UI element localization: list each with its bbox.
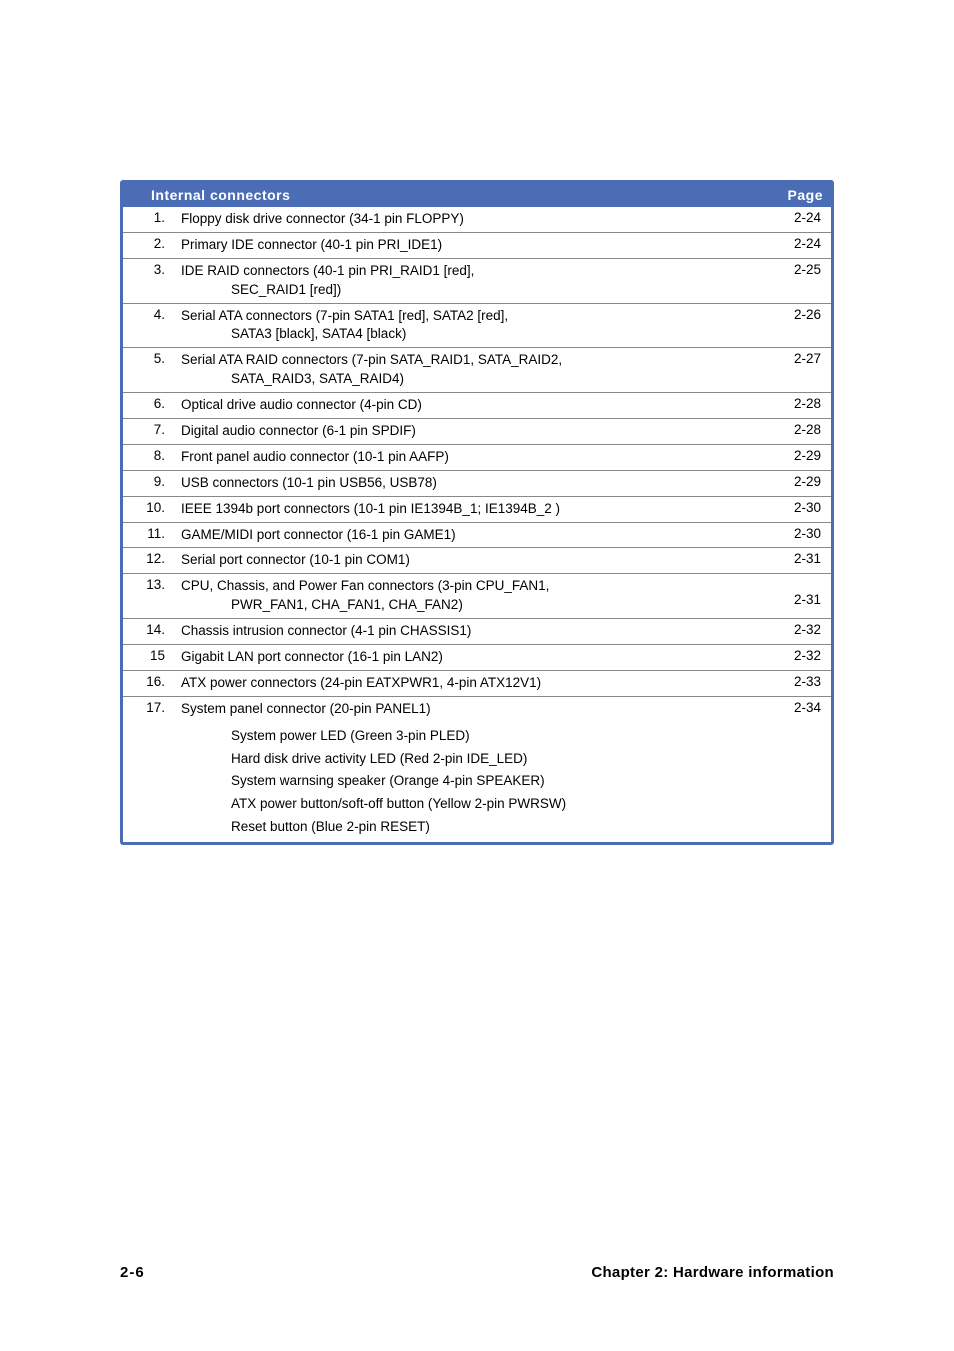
row-number: 3. xyxy=(123,262,181,277)
row-number: 10. xyxy=(123,500,181,515)
row-page: 2-24 xyxy=(771,236,825,251)
table-row: 8.Front panel audio connector (10-1 pin … xyxy=(123,445,831,471)
table-row: 2.Primary IDE connector (40-1 pin PRI_ID… xyxy=(123,233,831,259)
row-description: Serial ATA connectors (7-pin SATA1 [red]… xyxy=(181,307,771,345)
row-number: 13. xyxy=(123,577,181,592)
row-number: 5. xyxy=(123,351,181,366)
table-row: 13.CPU, Chassis, and Power Fan connector… xyxy=(123,574,831,619)
table-row: 6.Optical drive audio connector (4-pin C… xyxy=(123,393,831,419)
row-description: Optical drive audio connector (4-pin CD) xyxy=(181,396,771,415)
table-row: 5.Serial ATA RAID connectors (7-pin SATA… xyxy=(123,348,831,393)
row-number: 2. xyxy=(123,236,181,251)
row-number: 1. xyxy=(123,210,181,225)
row-number: 8. xyxy=(123,448,181,463)
row-page: 2-33 xyxy=(771,674,825,689)
row-description: Serial ATA RAID connectors (7-pin SATA_R… xyxy=(181,351,771,389)
row-description: Floppy disk drive connector (34-1 pin FL… xyxy=(181,210,771,229)
row-page: 2-34 xyxy=(771,700,825,715)
table-row: 10.IEEE 1394b port connectors (10-1 pin … xyxy=(123,497,831,523)
row-page: 2-32 xyxy=(771,648,825,663)
row-number: 15 xyxy=(123,648,181,663)
page-footer: 2-6 Chapter 2: Hardware information xyxy=(0,1264,954,1281)
row-page: 2-30 xyxy=(771,500,825,515)
row-page: 2-24 xyxy=(771,210,825,225)
row-number: 11. xyxy=(123,526,181,541)
table-header: Internal connectors Page xyxy=(123,183,831,207)
row-description: IEEE 1394b port connectors (10-1 pin IE1… xyxy=(181,500,771,519)
row-sub-list: System power LED (Green 3-pin PLED)Hard … xyxy=(181,725,771,839)
row-description: Front panel audio connector (10-1 pin AA… xyxy=(181,448,771,467)
row-description: USB connectors (10-1 pin USB56, USB78) xyxy=(181,474,771,493)
table-row: 14.Chassis intrusion connector (4-1 pin … xyxy=(123,619,831,645)
row-description: Primary IDE connector (40-1 pin PRI_IDE1… xyxy=(181,236,771,255)
table-row: 17.System panel connector (20-pin PANEL1… xyxy=(123,697,831,722)
row-page: 2-28 xyxy=(771,422,825,437)
table-row: 11.GAME/MIDI port connector (16-1 pin GA… xyxy=(123,523,831,549)
table-row: 15Gigabit LAN port connector (16-1 pin L… xyxy=(123,645,831,671)
table-row: 16.ATX power connectors (24-pin EATXPWR1… xyxy=(123,671,831,697)
row-description: ATX power connectors (24-pin EATXPWR1, 4… xyxy=(181,674,771,693)
table-row: 3.IDE RAID connectors (40-1 pin PRI_RAID… xyxy=(123,259,831,304)
footer-chapter: Chapter 2: Hardware information xyxy=(591,1264,834,1281)
sub-item: System warnsing speaker (Orange 4-pin SP… xyxy=(181,770,761,793)
row-page: 2-30 xyxy=(771,526,825,541)
row-page: 2-29 xyxy=(771,448,825,463)
row-description: CPU, Chassis, and Power Fan connectors (… xyxy=(181,577,771,615)
sub-item: Reset button (Blue 2-pin RESET) xyxy=(181,816,761,839)
connectors-table: Internal connectors Page 1.Floppy disk d… xyxy=(120,180,834,845)
row-page: 2-28 xyxy=(771,396,825,411)
row-number: 14. xyxy=(123,622,181,637)
row-number: 17. xyxy=(123,700,181,715)
row-page: 2-32 xyxy=(771,622,825,637)
row-page: 2-29 xyxy=(771,474,825,489)
row-description: Serial port connector (10-1 pin COM1) xyxy=(181,551,771,570)
row-page: 2-31 xyxy=(771,551,825,566)
row-description: Digital audio connector (6-1 pin SPDIF) xyxy=(181,422,771,441)
page-container: Internal connectors Page 1.Floppy disk d… xyxy=(0,0,954,1351)
row-number: 6. xyxy=(123,396,181,411)
row-description: Chassis intrusion connector (4-1 pin CHA… xyxy=(181,622,771,641)
table-page-label: Page xyxy=(788,187,823,203)
row-page: 2-25 xyxy=(771,262,825,277)
table-row: 4.Serial ATA connectors (7-pin SATA1 [re… xyxy=(123,304,831,349)
footer-page-num: 2-6 xyxy=(120,1264,145,1281)
table-row: 7.Digital audio connector (6-1 pin SPDIF… xyxy=(123,419,831,445)
sub-item: System power LED (Green 3-pin PLED) xyxy=(181,725,761,748)
row-description: IDE RAID connectors (40-1 pin PRI_RAID1 … xyxy=(181,262,771,300)
row-page: 2-27 xyxy=(771,351,825,366)
row-number: 7. xyxy=(123,422,181,437)
row-number: 4. xyxy=(123,307,181,322)
row-description: Gigabit LAN port connector (16-1 pin LAN… xyxy=(181,648,771,667)
row-description: System panel connector (20-pin PANEL1) xyxy=(181,700,771,719)
sub-item: Hard disk drive activity LED (Red 2-pin … xyxy=(181,748,761,771)
table-row-sub: System power LED (Green 3-pin PLED)Hard … xyxy=(123,722,831,842)
row-page: 2-31 xyxy=(771,577,825,607)
table-title: Internal connectors xyxy=(151,187,290,203)
sub-item: ATX power button/soft-off button (Yellow… xyxy=(181,793,761,816)
row-page: 2-26 xyxy=(771,307,825,322)
row-description: GAME/MIDI port connector (16-1 pin GAME1… xyxy=(181,526,771,545)
row-number: 9. xyxy=(123,474,181,489)
table-row: 12.Serial port connector (10-1 pin COM1)… xyxy=(123,548,831,574)
table-row: 1.Floppy disk drive connector (34-1 pin … xyxy=(123,207,831,233)
row-number: 16. xyxy=(123,674,181,689)
table-row: 9.USB connectors (10-1 pin USB56, USB78)… xyxy=(123,471,831,497)
table-body: 1.Floppy disk drive connector (34-1 pin … xyxy=(123,207,831,842)
row-number: 12. xyxy=(123,551,181,566)
